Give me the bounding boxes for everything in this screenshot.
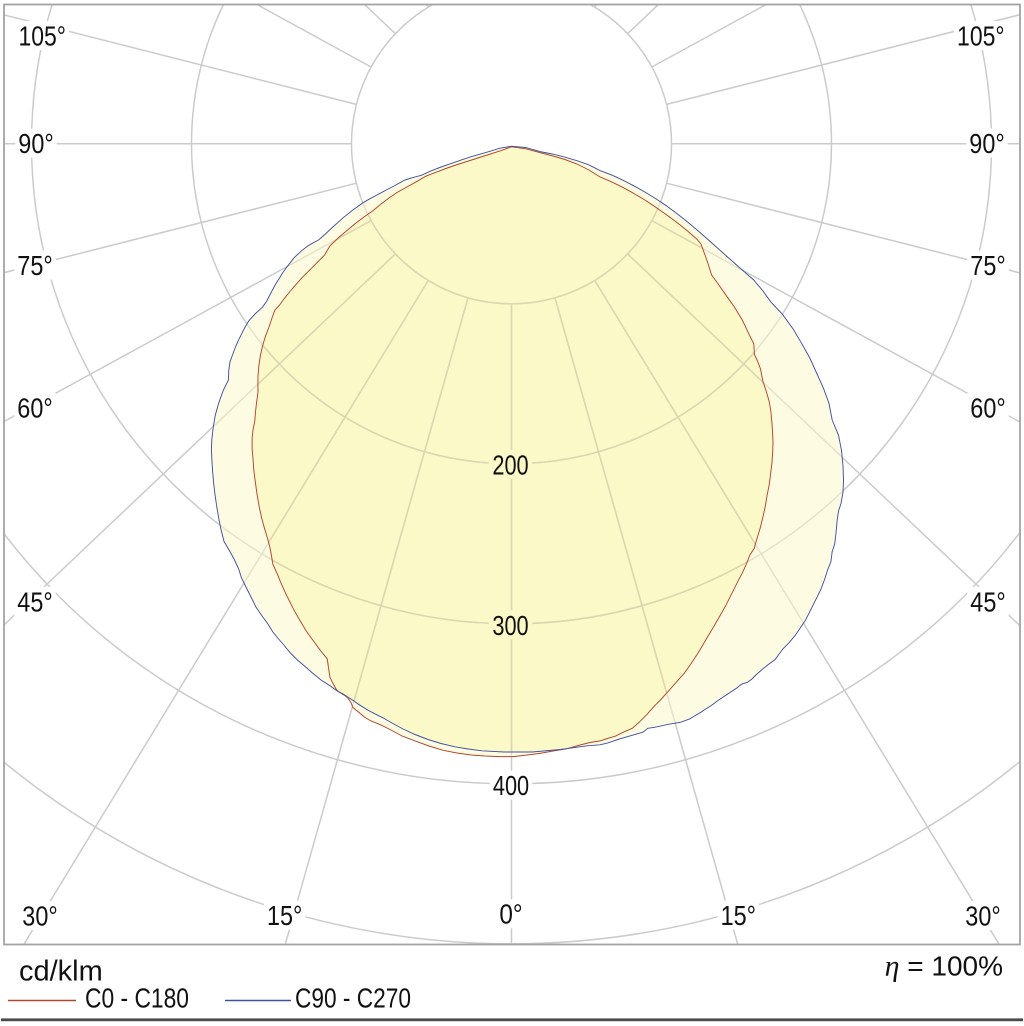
svg-text:cd/klm: cd/klm [19,956,103,988]
svg-text:30°: 30° [965,901,1000,932]
svg-text:60°: 60° [970,393,1005,424]
svg-text:75°: 75° [970,250,1005,281]
svg-text:90°: 90° [18,128,53,159]
svg-text:15°: 15° [267,900,302,931]
svg-text:15°: 15° [721,900,756,931]
svg-text:45°: 45° [17,586,52,617]
svg-text:400: 400 [493,770,529,801]
svg-text:0°: 0° [499,899,522,930]
svg-text:60°: 60° [17,393,52,424]
svg-text:C90 - C270: C90 - C270 [295,983,411,1014]
svg-text:45°: 45° [970,586,1005,617]
svg-text:90°: 90° [969,128,1004,159]
svg-text:C0 - C180: C0 - C180 [85,983,189,1014]
svg-text:75°: 75° [17,250,52,281]
svg-text:200: 200 [492,450,528,481]
svg-text:η = 100%: η = 100% [885,950,1003,983]
svg-text:105°: 105° [18,21,66,52]
svg-text:300: 300 [492,610,528,641]
svg-text:105°: 105° [957,21,1005,52]
svg-text:30°: 30° [22,901,57,932]
